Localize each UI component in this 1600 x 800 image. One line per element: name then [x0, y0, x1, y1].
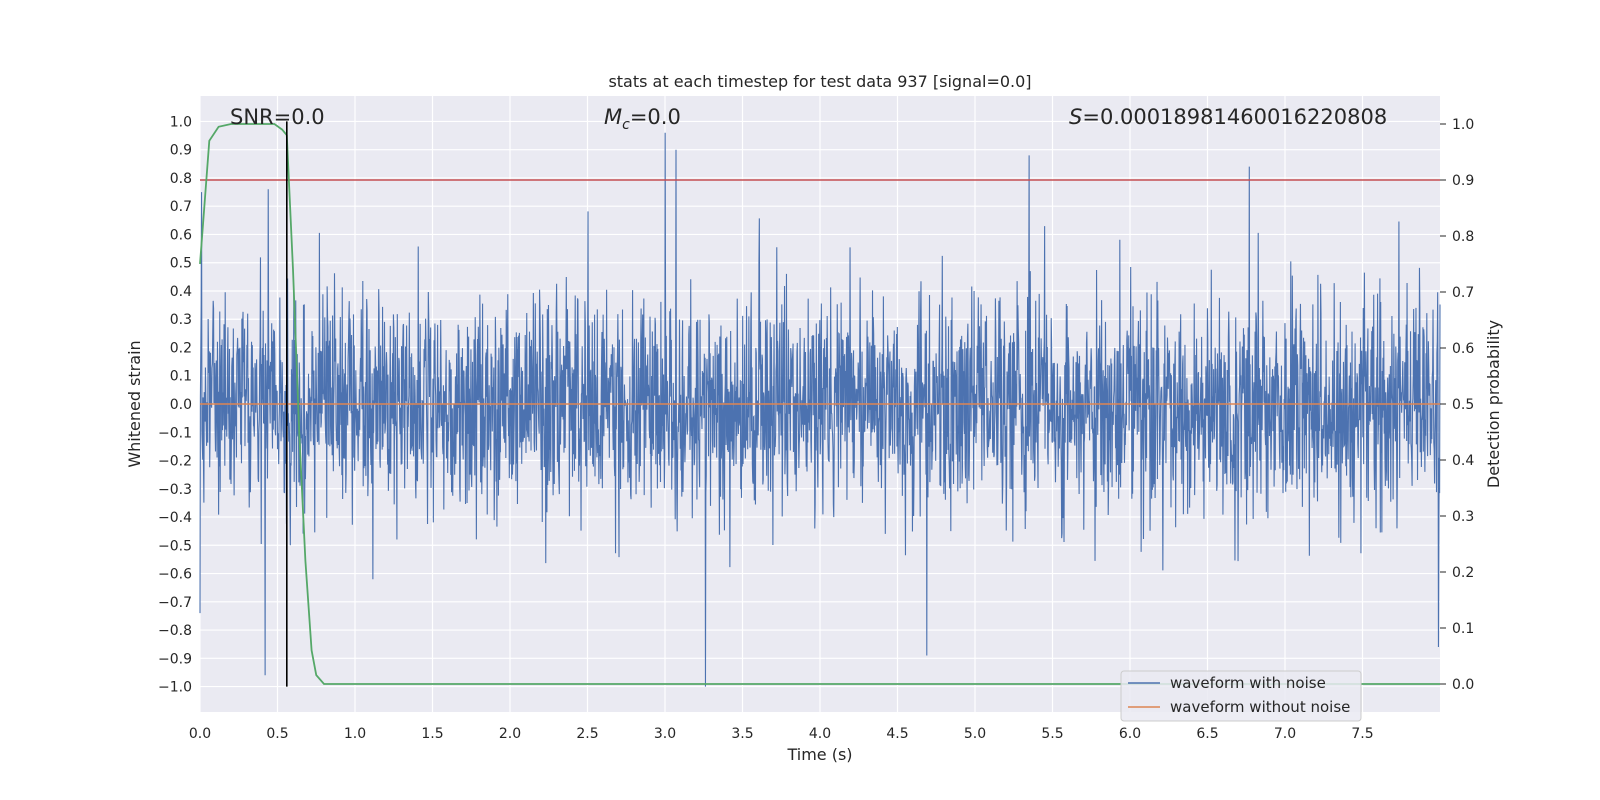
y-tick-label: 1.0: [170, 114, 192, 130]
y-tick-label: −0.1: [158, 425, 192, 441]
x-tick-label: 3.0: [654, 726, 676, 742]
mc-subscript: c: [622, 117, 630, 133]
s-symbol: S: [1069, 105, 1082, 129]
x-tick-label: 0.5: [266, 726, 288, 742]
y-tick-label: 0.3: [170, 312, 192, 328]
y-tick-label: 0.6: [170, 227, 192, 243]
x-tick-label: 1.0: [344, 726, 366, 742]
y-tick-label: 0.1: [170, 369, 192, 385]
y-tick-label: −0.9: [158, 651, 192, 667]
y-tick-label: −0.8: [158, 623, 192, 639]
y2-tick-label: 0.1: [1452, 621, 1474, 637]
y-tick-label: −0.5: [158, 538, 192, 554]
legend-box: [1120, 670, 1362, 722]
y-tick-label: 0.7: [170, 199, 192, 215]
legend: waveform with noise waveform without noi…: [1120, 670, 1362, 722]
x-tick-label: 1.5: [421, 726, 443, 742]
mc-value: =0.0: [630, 105, 681, 129]
y2-tick-label: 0.5: [1452, 397, 1474, 413]
x-tick-label: 5.5: [1041, 726, 1063, 742]
x-tick-label: 3.5: [731, 726, 753, 742]
y2-tick-label: 0.4: [1452, 453, 1474, 469]
y-tick-label: 0.0: [170, 397, 192, 413]
y-tick-label: −0.4: [158, 510, 192, 526]
x-tick-label: 6.0: [1119, 726, 1141, 742]
x-tick-label: 6.5: [1196, 726, 1218, 742]
y2-tick-label: 0.7: [1452, 285, 1474, 301]
y-tick-label: 0.4: [170, 284, 192, 300]
x-tick-label: 0.0: [189, 726, 211, 742]
y-tick-label: −0.7: [158, 595, 192, 611]
x-axis-label: Time (s): [786, 745, 852, 764]
ticks: 0.0 0.5 1.0 1.5 2.0 2.5 3.0 3.5 4.0 4.5 5.0 5.5 6.0 6…: [158, 114, 1474, 742]
y-tick-label: 0.5: [170, 256, 192, 272]
y-axis-label: Whitened strain: [125, 340, 144, 467]
s-value: =0.00018981460016220808: [1082, 105, 1387, 129]
x-tick-label: 4.5: [886, 726, 908, 742]
x-tick-label: 2.5: [576, 726, 598, 742]
series-waveform-with-noise: [199, 132, 1441, 687]
chart-title: stats at each timestep for test data 937…: [608, 72, 1031, 91]
series-layer: [199, 121, 1441, 687]
y-tick-label: −0.3: [158, 482, 192, 498]
mc-symbol: M: [604, 105, 622, 129]
x-tick-label: 7.0: [1274, 726, 1296, 742]
x-tick-label: 2.0: [499, 726, 521, 742]
legend-label-noise: waveform with noise: [1170, 674, 1326, 692]
mc-annotation: Mc=0.0: [604, 105, 681, 133]
y2-axis-label: Detection probability: [1484, 320, 1503, 488]
y2-tick-label: 1.0: [1452, 117, 1474, 133]
x-tick-label: 7.5: [1351, 726, 1373, 742]
y-tick-label: 0.9: [170, 143, 192, 159]
x-tick-label: 4.0: [809, 726, 831, 742]
legend-label-clean: waveform without noise: [1170, 698, 1350, 716]
x-tick-label: 5.0: [964, 726, 986, 742]
y2-tick-label: 0.3: [1452, 509, 1474, 525]
y-tick-label: −0.2: [158, 454, 192, 470]
y-tick-label: 0.8: [170, 171, 192, 187]
y-tick-label: −0.6: [158, 567, 192, 583]
y2-tick-label: 0.9: [1452, 173, 1474, 189]
y-tick-label: −1.0: [158, 680, 192, 696]
y2-tick-label: 0.0: [1452, 677, 1474, 693]
y2-tick-label: 0.2: [1452, 565, 1474, 581]
y2-tick-label: 0.6: [1452, 341, 1474, 357]
series-detection-probability: [199, 123, 1440, 685]
y2-tick-label: 0.8: [1452, 229, 1474, 245]
snr-annotation: SNR=0.0: [230, 105, 325, 129]
y-tick-label: 0.2: [170, 340, 192, 356]
s-annotation: S=0.00018981460016220808: [1069, 105, 1387, 129]
